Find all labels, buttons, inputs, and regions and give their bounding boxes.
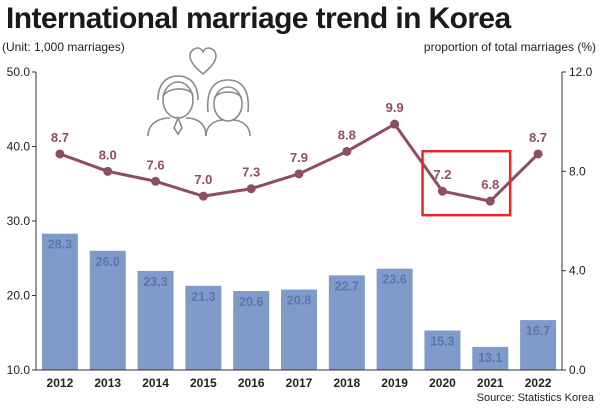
line-value-label: 8.7 (529, 130, 547, 145)
right-axis-tick-label: 12.0 (569, 65, 593, 79)
line-value-label: 7.6 (147, 157, 165, 172)
left-axis-tick-label: 30.0 (7, 214, 31, 228)
x-axis-tick-label: 2019 (381, 376, 408, 390)
bar-value-label: 22.7 (335, 279, 359, 293)
line-point (151, 176, 161, 186)
bar (41, 233, 78, 370)
bar-value-label: 20.6 (239, 295, 263, 309)
bar (281, 289, 317, 370)
bar (424, 330, 461, 370)
left-axis-tick-label: 50.0 (7, 65, 31, 79)
bar-value-label: 28.3 (48, 238, 72, 252)
line-point (198, 191, 208, 201)
x-axis-tick-label: 2017 (286, 376, 313, 390)
bar-value-label: 21.3 (191, 290, 215, 304)
bar (89, 250, 126, 370)
line-point (342, 146, 352, 156)
line-value-label: 7.9 (290, 150, 308, 165)
proportion-line-series: 8.7 8.0 7.6 7.0 7.3 7.9 8.8 9.9 7.2 6.8 8.7 (51, 100, 547, 206)
bar-value-label: 15.3 (430, 335, 454, 349)
x-axis-tick-label: 2016 (238, 376, 265, 390)
highlight-rect (421, 149, 512, 217)
left-axis-tick-label: 20.0 (7, 289, 31, 303)
line-point (294, 169, 304, 179)
bar (233, 291, 270, 370)
line-value-label: 8.8 (338, 127, 356, 142)
line-point (246, 184, 256, 194)
bar-value-label: 20.8 (287, 294, 311, 308)
right-axis: 0.0 4.0 8.0 12.0 (561, 65, 593, 377)
left-axis-tick-label: 10.0 (7, 363, 31, 377)
bar (376, 268, 413, 370)
x-axis-tick-label: 2022 (525, 376, 552, 390)
couple-illustration (147, 47, 251, 137)
line-point (437, 186, 447, 196)
right-axis-tick-label: 8.0 (569, 164, 586, 178)
x-axis-tick-label: 2014 (142, 376, 169, 390)
line-value-label: 9.9 (386, 100, 404, 115)
right-axis-tick-label: 4.0 (569, 264, 586, 278)
bar-value-label: 23.3 (143, 275, 167, 289)
x-axis-tick-label: 2012 (47, 376, 74, 390)
left-axis: 10.0 20.0 30.0 40.0 50.0 (7, 65, 37, 377)
bar (520, 320, 557, 370)
bar (185, 285, 222, 370)
x-axis-tick-label: 2020 (429, 376, 456, 390)
line-value-label: 8.0 (99, 147, 117, 162)
right-axis-unit: proportion of total marriages (%) (423, 40, 596, 54)
bar (472, 346, 509, 370)
x-axis-tick-label: 2018 (333, 376, 360, 390)
x-axis-tick-label: 2015 (190, 376, 217, 390)
bar-value-label: 13.1 (478, 351, 502, 365)
line-point (103, 166, 113, 176)
line-value-label: 8.7 (51, 130, 69, 145)
x-axis-tick-label: 2013 (94, 376, 121, 390)
bar-value-label: 16.7 (526, 324, 550, 338)
line-value-label: 6.8 (481, 177, 499, 192)
bar (328, 275, 365, 370)
line-value-label: 7.2 (433, 167, 451, 182)
bars-series: 28.3 26.0 23.3 21.3 20.6 20.8 22.7 23.6 15.3 13.1… (41, 233, 557, 370)
source-note: Source: Statistics Korea (476, 392, 594, 404)
highlight-box (421, 149, 512, 217)
chart-title: International marriage trend in Korea (6, 2, 511, 35)
x-axis: 2012 2013 2014 2015 2016 2017 2018 2019 2020 2021… (36, 369, 562, 390)
couple-icon (147, 75, 251, 137)
bar (137, 270, 174, 370)
left-axis-tick-label: 40.0 (7, 140, 31, 154)
left-axis-unit: (Unit: 1,000 marriages) (2, 40, 125, 54)
line-point (390, 119, 400, 129)
line-point (533, 149, 543, 159)
line-value-label: 7.3 (242, 165, 260, 180)
line-value-label: 7.0 (194, 172, 212, 187)
right-axis-tick-label: 0.0 (569, 363, 586, 377)
heart-icon (189, 47, 217, 76)
line-point (485, 196, 495, 206)
x-axis-tick-label: 2021 (477, 376, 504, 390)
bar-value-label: 23.6 (382, 273, 406, 287)
bar-value-label: 26.0 (96, 255, 120, 269)
line-point (55, 149, 65, 159)
